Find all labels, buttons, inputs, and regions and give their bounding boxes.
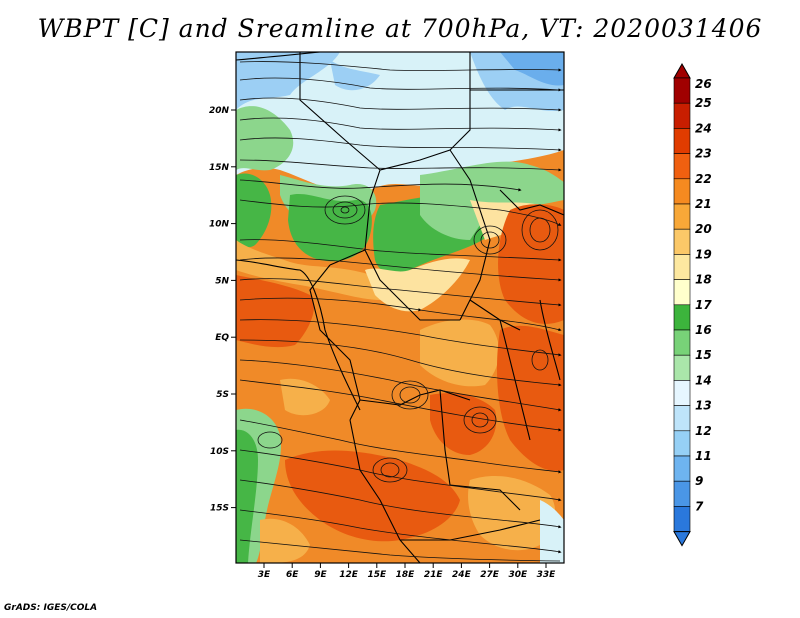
colorbar-label: 16 (695, 323, 712, 337)
lon-label: 21E (424, 570, 444, 580)
colorbar-label: 21 (695, 197, 712, 211)
colorbar-swatch (673, 455, 691, 482)
lon-label: 6E (286, 570, 299, 580)
lat-label: 15N (209, 163, 230, 173)
colorbar-label: 24 (695, 121, 712, 135)
lon-label: 24E (452, 570, 472, 580)
colorbar-swatch (673, 178, 691, 205)
colorbar-swatch (673, 203, 691, 230)
colorbar-swatch (673, 354, 691, 381)
colorbar-swatch (673, 77, 691, 104)
colorbar-label: 20 (695, 222, 712, 236)
colorbar-label: 22 (695, 172, 712, 186)
colorbar-swatch (673, 128, 691, 154)
colorbar-label: 25 (695, 96, 712, 110)
lon-label: 27E (480, 570, 500, 580)
credit-text: GrADS: IGES/COLA (4, 603, 98, 613)
colorbar-swatch (673, 380, 691, 406)
colorbar-swatch (673, 480, 691, 507)
colorbar-label: 14 (695, 373, 712, 387)
colorbar-label: 18 (695, 273, 712, 287)
colorbar-bottom-arrow (673, 531, 691, 547)
colorbar-label: 9 (695, 474, 703, 488)
colorbar-swatch (673, 506, 691, 532)
colorbar-swatch (673, 254, 691, 280)
colorbar-swatch (673, 304, 691, 331)
colorbar-label: 17 (695, 298, 712, 312)
lon-label: 30E (508, 570, 528, 580)
lon-label: 9E (314, 570, 327, 580)
lat-label: 10S (210, 447, 229, 457)
colorbar: 26 25 24 23 22 21 20 19 18 17 16 15 14 13 12 11 9 7 (673, 62, 712, 547)
lon-label: 12E (339, 570, 359, 580)
colorbar-label: 23 (695, 147, 712, 161)
colorbar-label: 7 (695, 499, 704, 513)
colorbar-label: 12 (695, 424, 712, 438)
colorbar-swatch (673, 430, 691, 457)
colorbar-top-arrow (673, 62, 691, 79)
lon-label: 33E (537, 570, 557, 580)
colorbar-swatch (673, 102, 691, 129)
lat-label: 15S (210, 504, 229, 514)
lon-label: 15E (367, 570, 387, 580)
colorbar-swatch (673, 153, 691, 180)
colorbar-swatch (673, 228, 691, 255)
wbpt-field (236, 52, 564, 563)
lon-label: 3E (258, 570, 271, 580)
lon-label: 18E (396, 570, 416, 580)
colorbar-label: 19 (695, 247, 712, 261)
colorbar-swatch (673, 405, 691, 432)
lat-label: 20N (209, 106, 230, 116)
colorbar-swatch (673, 329, 691, 356)
lat-label: 5N (215, 276, 229, 286)
colorbar-label: 11 (695, 449, 712, 463)
colorbar-swatch (673, 279, 691, 306)
lat-label: 10N (209, 220, 230, 230)
map-title: WBPT [C] and Sreamline at 700hPa, VT: 20… (37, 14, 763, 43)
longitude-axis: 3E 6E 9E 12E 15E 18E 21E 24E 27E 30E 33E (258, 563, 556, 580)
plot-frame (235, 51, 565, 564)
lat-label: EQ (215, 333, 229, 343)
colorbar-label: 13 (695, 399, 712, 413)
latitude-axis: 20N 15N 10N 5N EQ 5S 10S 15S (209, 106, 236, 514)
colorbar-label: 26 (695, 77, 712, 91)
colorbar-label: 15 (695, 348, 712, 362)
lat-label: 5S (216, 390, 229, 400)
